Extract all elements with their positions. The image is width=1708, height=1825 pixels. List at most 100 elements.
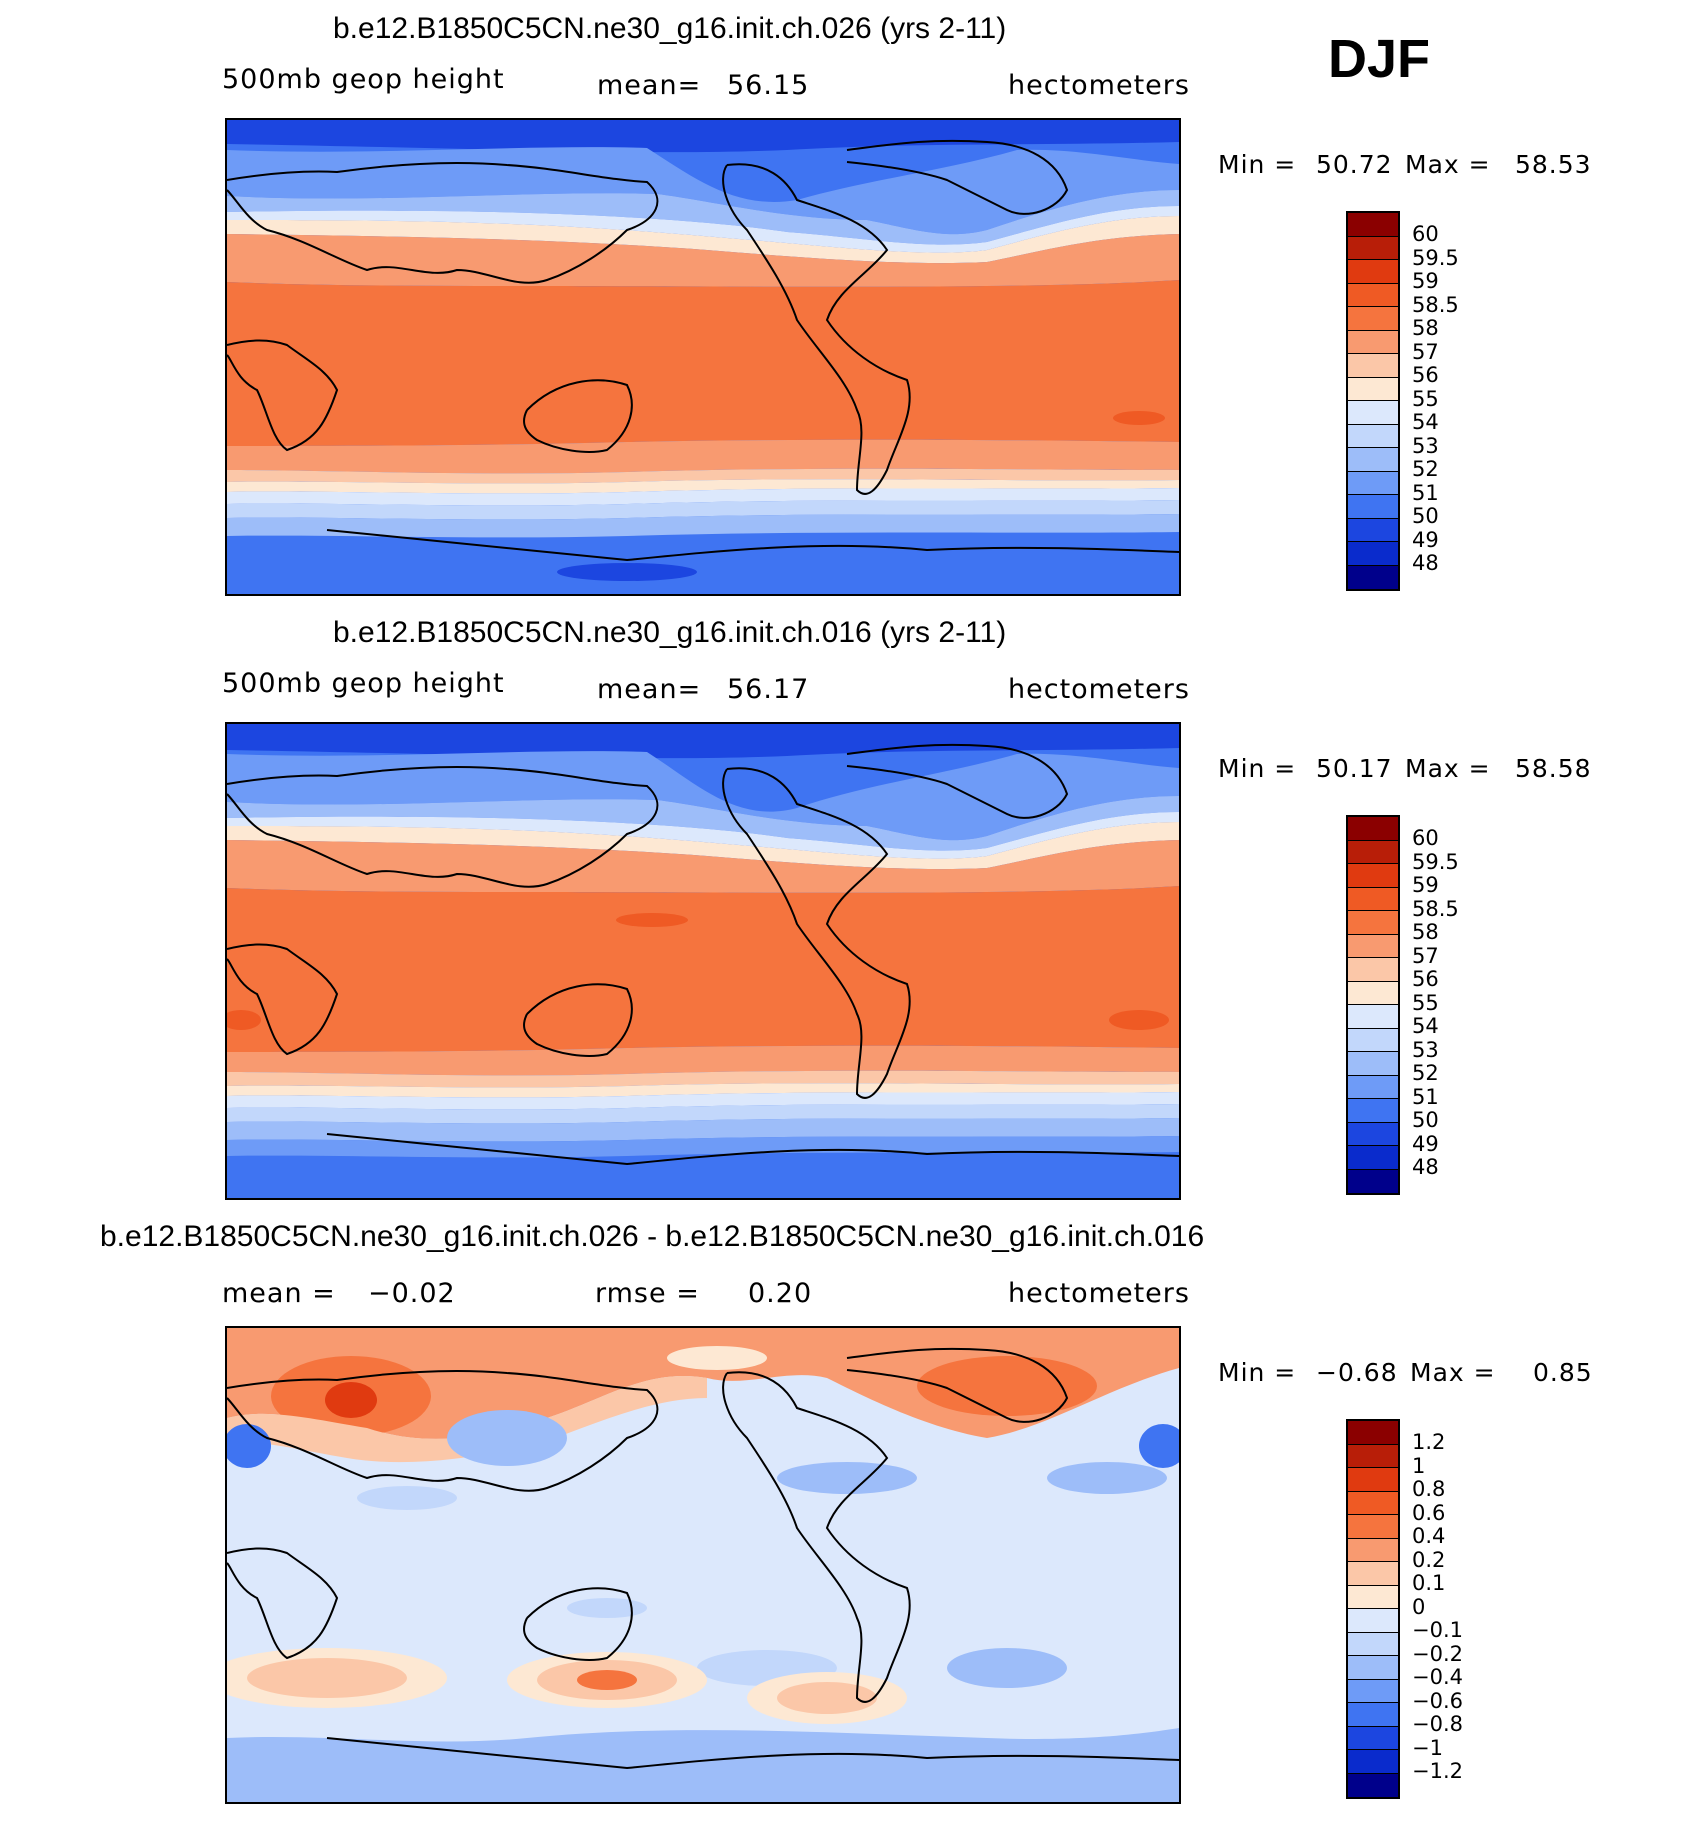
colorbar-tick-label: 57 [1412,943,1439,968]
colorbar-tick-label: 59.5 [1412,245,1459,270]
panel-3-rmse-value: 0.20 [748,1278,813,1309]
colorbar-swatch [1348,1656,1398,1680]
season-label: DJF [1328,29,1431,89]
panel-3-map [225,1326,1181,1804]
panel-3-title: b.e12.B1850C5CN.ne30_g16.init.ch.026 - b… [100,1220,1205,1253]
colorbar-swatch [1348,1491,1398,1515]
panel-3-field [227,1328,1179,1802]
panel-2-colorbar-labels: 60 59.5 59 58.5 58 57 56 55 54 53 52 51 50 49 48 [1412,826,1459,1180]
colorbar-swatch [1348,448,1398,472]
colorbar-swatch [1348,495,1398,519]
colorbar-swatch [1348,1609,1398,1633]
panel-3-min-value: −0.68 [1316,1358,1398,1387]
colorbar-swatch [1348,236,1398,260]
colorbar-tick-label: 52 [1412,1061,1439,1085]
colorbar-tick-label: 1.2 [1412,1430,1446,1454]
panel-2-map [225,722,1181,1200]
panel-3-max-value: 0.85 [1533,1358,1593,1387]
colorbar-swatch [1348,1750,1398,1774]
colorbar-tick-label: 60 [1412,826,1439,850]
colorbar-swatch [1348,1515,1398,1539]
colorbar-swatch [1348,1122,1398,1146]
colorbar-tick-label: 0.4 [1412,1524,1446,1548]
colorbar-swatch [1348,817,1398,841]
colorbar-swatch [1348,471,1398,495]
colorbar-swatch [1348,1679,1398,1703]
panel-2-mean-label: mean= [597,674,702,705]
colorbar-swatch [1348,518,1398,542]
colorbar-swatch [1348,1075,1398,1099]
panel-1-max-label: Max = [1405,150,1491,179]
colorbar-tick-label: 54 [1412,1014,1439,1038]
panel-3-units: hectometers [1008,1278,1190,1309]
colorbar-swatch [1348,934,1398,958]
colorbar-swatch [1348,377,1398,401]
colorbar-swatch [1348,1421,1398,1445]
panel-3-min-label: Min = [1218,1358,1297,1387]
colorbar-tick-label: −0.1 [1412,1618,1463,1642]
colorbar-tick-label: −0.8 [1412,1712,1463,1736]
colorbar-swatch [1348,213,1398,237]
colorbar-swatch [1348,260,1398,284]
colorbar-swatch [1348,1773,1398,1797]
colorbar-swatch [1348,354,1398,378]
colorbar-tick-label: 56 [1412,967,1439,991]
panel-2-min-label: Min = [1218,754,1297,783]
colorbar-tick-label: 0.6 [1412,1500,1446,1525]
colorbar-swatch [1348,887,1398,911]
panel-3-rmse-label: rmse = [595,1278,700,1309]
panel-2-title: b.e12.B1850C5CN.ne30_g16.init.ch.016 (yr… [333,616,1007,649]
panel-3-colorbar-labels: 1.2 1 0.8 0.6 0.4 0.2 0.1 0 −0.1 −0.2 −0.4 −0.6 −0.8… [1412,1430,1463,1784]
colorbar-tick-label: 54 [1412,410,1439,434]
panel-1-map [225,118,1181,596]
panel-1-max-value: 58.53 [1515,150,1592,179]
colorbar-tick-label: 56 [1412,363,1439,387]
panel-2-units: hectometers [1008,674,1190,705]
colorbar-tick-label: −1.2 [1412,1759,1463,1783]
colorbar-tick-label: 0.1 [1412,1571,1446,1595]
colorbar-tick-label: 59.5 [1412,849,1459,874]
colorbar-swatch [1348,1585,1398,1609]
colorbar-swatch [1348,1169,1398,1193]
colorbar-tick-label: 50 [1412,1108,1439,1132]
panel-3-max-label: Max = [1410,1358,1496,1387]
panel-1-min-value: 50.72 [1316,150,1393,179]
colorbar-tick-label: 50 [1412,504,1439,528]
colorbar-tick-label: 55 [1412,386,1439,411]
colorbar-tick-label: 0.2 [1412,1547,1446,1572]
colorbar-swatch [1348,1146,1398,1170]
panel-1-colorbar [1346,211,1400,591]
colorbar-tick-label: 0.8 [1412,1477,1446,1501]
colorbar-swatch [1348,864,1398,888]
colorbar-swatch [1348,1726,1398,1750]
panel-1-title: b.e12.B1850C5CN.ne30_g16.init.ch.026 (yr… [333,12,1007,45]
colorbar-tick-label: 58 [1412,920,1439,944]
panel-1-variable: 500mb geop height [222,64,505,95]
colorbar-tick-label: 51 [1412,480,1439,505]
panel-1-field [227,120,1179,594]
panel-2-min-value: 50.17 [1316,754,1393,783]
panel-1-units: hectometers [1008,70,1190,101]
colorbar-swatch [1348,1005,1398,1029]
colorbar-tick-label: 49 [1412,527,1439,552]
colorbar-swatch [1348,1052,1398,1076]
colorbar-tick-label: 1 [1412,1453,1426,1478]
colorbar-swatch [1348,424,1398,448]
colorbar-tick-label: 0 [1412,1594,1426,1619]
colorbar-swatch [1348,401,1398,425]
colorbar-swatch [1348,1562,1398,1586]
colorbar-swatch [1348,840,1398,864]
colorbar-tick-label: 58.5 [1412,896,1459,921]
colorbar-tick-label: 48 [1412,1155,1439,1179]
colorbar-swatch [1348,565,1398,589]
colorbar-swatch [1348,542,1398,566]
panel-3-mean-label: mean = [222,1278,336,1309]
colorbar-tick-label: 52 [1412,457,1439,481]
colorbar-tick-label: 53 [1412,433,1439,458]
colorbar-swatch [1348,911,1398,935]
panel-1-mean-value: 56.15 [727,70,810,101]
colorbar-tick-label: 55 [1412,990,1439,1015]
panel-1-colorbar-labels: 60 59.5 59 58.5 58 57 56 55 54 53 52 51 50 49 48 [1412,222,1459,576]
colorbar-tick-label: 57 [1412,339,1439,364]
colorbar-tick-label: 59 [1412,269,1439,293]
